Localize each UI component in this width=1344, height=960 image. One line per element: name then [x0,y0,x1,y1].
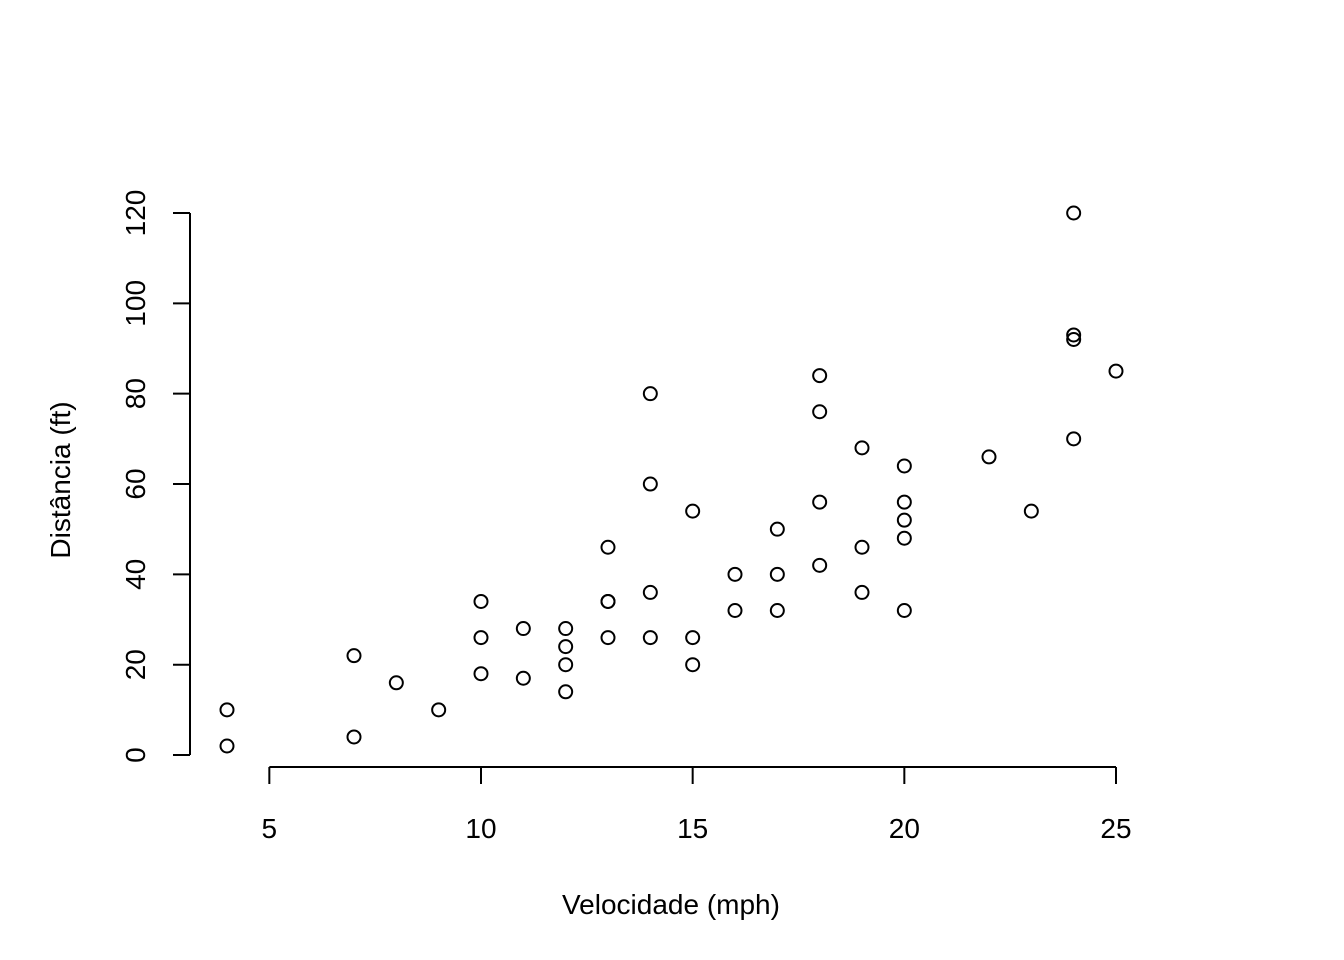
y-tick-label: 60 [120,468,151,499]
data-point [1023,503,1039,519]
y-tick-label: 80 [120,378,151,409]
data-point [812,557,828,573]
data-point [515,621,531,637]
data-point [812,404,828,420]
data-point [388,675,404,691]
data-point [685,630,701,646]
x-tick-label: 25 [1100,813,1131,844]
x-axis-title: Velocidade (mph) [562,889,780,920]
data-point [1066,431,1082,447]
data-point [431,702,447,718]
data-point [854,539,870,555]
data-point [558,621,574,637]
x-tick-label: 15 [677,813,708,844]
data-point [600,630,616,646]
data-point [1066,205,1082,221]
data-point [219,702,235,718]
data-point [981,449,997,465]
data-point [727,602,743,618]
data-points [219,205,1124,754]
data-point [896,458,912,474]
data-point [515,670,531,686]
y-tick-label: 120 [120,190,151,237]
y-tick-label: 40 [120,559,151,590]
data-point [642,386,658,402]
data-point [558,657,574,673]
data-point [896,494,912,510]
y-axis-title: Distância (ft) [45,401,76,558]
x-tick-label: 20 [889,813,920,844]
data-point [685,657,701,673]
data-point [769,521,785,537]
data-point [346,729,362,745]
data-point [473,630,489,646]
data-point [1066,327,1082,343]
data-point [219,738,235,754]
data-point [685,503,701,519]
data-point [854,440,870,456]
y-tick-label: 20 [120,649,151,680]
data-point [346,648,362,664]
y-axis: 0 20 40 60 80 100 120 [120,190,191,763]
x-tick-label: 5 [262,813,278,844]
data-point [769,602,785,618]
data-point [812,368,828,384]
data-point [896,530,912,546]
data-point [473,593,489,609]
data-point [1066,331,1082,347]
data-point [1108,363,1124,379]
data-point [769,566,785,582]
data-point [896,512,912,528]
data-point [854,584,870,600]
data-point [473,666,489,682]
data-point [558,684,574,700]
data-point [600,539,616,555]
x-axis: 5 10 15 20 25 [262,766,1132,844]
data-point [600,593,616,609]
data-point [812,494,828,510]
data-point [642,476,658,492]
data-point [642,630,658,646]
data-point [896,602,912,618]
data-point [727,566,743,582]
x-tick-label: 10 [465,813,496,844]
y-tick-label: 100 [120,280,151,327]
data-point [642,584,658,600]
y-tick-label: 0 [120,747,151,763]
data-point [558,639,574,655]
